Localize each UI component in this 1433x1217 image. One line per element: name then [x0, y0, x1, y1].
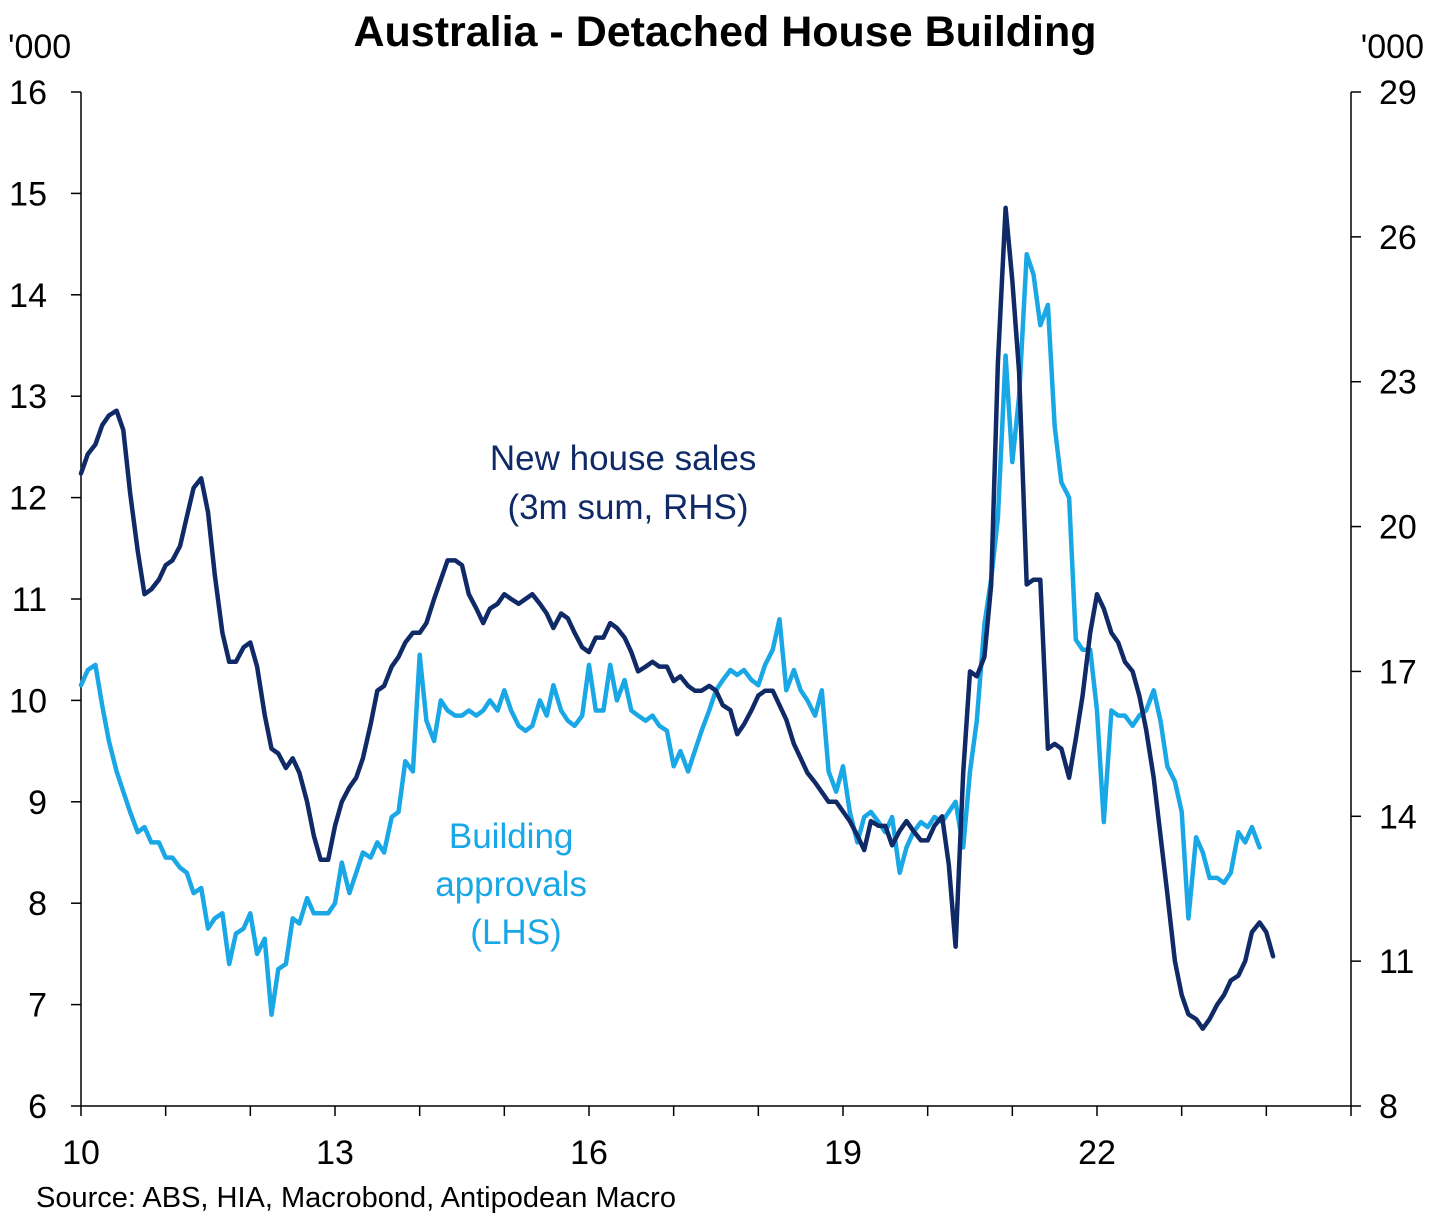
series-label-building-approvals: Building approvals (LHS) [435, 817, 597, 952]
right-tick-label: 17 [1379, 653, 1417, 691]
x-tick-label: 13 [316, 1134, 354, 1172]
chart-title: Australia - Detached House Building [353, 8, 1096, 56]
x-tick-label: 22 [1078, 1134, 1116, 1172]
series-line-building-approvals [78, 251, 1262, 1017]
source-note: Source: ABS, HIA, Macrobond, Antipodean … [36, 1182, 676, 1214]
right-tick-label: 20 [1379, 509, 1417, 547]
right-tick-label: 8 [1379, 1088, 1398, 1126]
right-tick-label: 29 [1379, 74, 1417, 112]
left-tick-label: 7 [28, 987, 47, 1025]
left-tick-label: 16 [9, 74, 47, 112]
left-tick-label: 11 [12, 581, 47, 619]
right-tick-label: 26 [1379, 219, 1417, 257]
series-line-new-house-sales [78, 205, 1276, 1031]
right-tick-label: 23 [1379, 364, 1417, 402]
x-tick-label: 16 [570, 1134, 608, 1172]
left-tick-label: 9 [28, 784, 47, 822]
left-tick-label: 6 [28, 1088, 47, 1126]
left-tick-label: 12 [9, 480, 47, 518]
left-tick-label: 10 [9, 682, 47, 720]
right-axis-unit: '000 [1361, 28, 1424, 66]
right-tick-label: 11 [1379, 943, 1414, 981]
left-axis-unit: '000 [8, 28, 71, 66]
right-axis-ticks: 8 11 14 17 20 23 26 29 [1351, 74, 1417, 1126]
x-tick-label: 10 [62, 1134, 100, 1172]
right-tick-label: 14 [1379, 798, 1417, 836]
series-label-new-house-sales: New house sales (3m sum, RHS) [490, 439, 766, 527]
left-axis-ticks: 6 7 8 9 10 11 12 13 14 15 16 [9, 74, 81, 1126]
left-tick-label: 14 [9, 277, 47, 315]
left-tick-label: 13 [9, 378, 47, 416]
left-tick-label: 15 [9, 175, 47, 213]
x-axis-ticks: 10 13 16 19 22 [62, 1106, 1352, 1172]
left-tick-label: 8 [28, 885, 47, 923]
x-tick-label: 19 [824, 1134, 862, 1172]
